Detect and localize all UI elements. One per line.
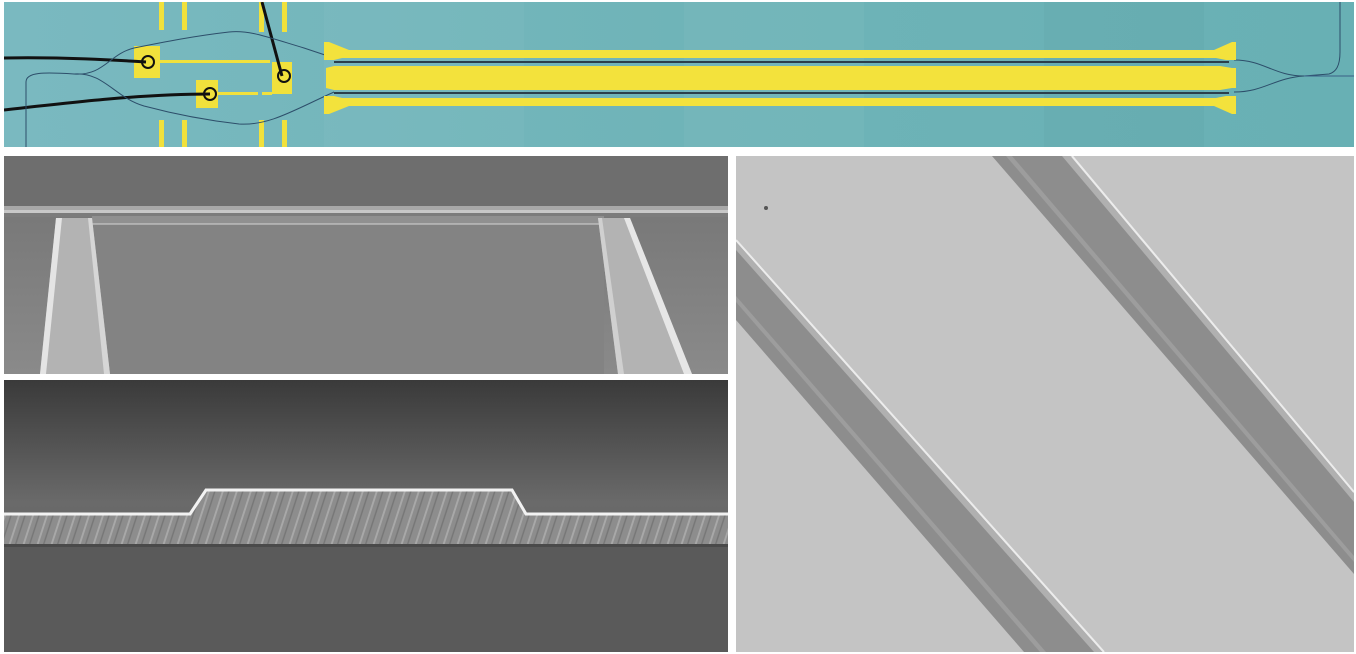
diagonal-channel-1: [736, 239, 1105, 652]
optical-micrograph-image: [4, 2, 1354, 147]
optical-micrograph-panel: [4, 2, 1354, 147]
sem-electrode-top-panel: [4, 156, 728, 374]
sem-waveguide-angled-image: [736, 156, 1354, 652]
ridge-waveguide: [4, 490, 728, 546]
travelling-wave-electrodes: [324, 42, 1236, 114]
bond-wires: [4, 2, 284, 112]
wire-bond-balls: [141, 55, 291, 101]
sem-cross-section-panel: [4, 380, 728, 652]
waveguides: [25, 2, 1354, 147]
sem-waveguide-angled-panel: [736, 156, 1354, 652]
electrode-leg-left: [40, 218, 110, 374]
sem-cross-section-image: [4, 380, 728, 652]
gold-pads: [134, 2, 292, 147]
electrode-leg-right: [598, 218, 692, 374]
diagonal-channel-2: [992, 156, 1354, 574]
sem-electrode-top-image: [4, 156, 728, 374]
